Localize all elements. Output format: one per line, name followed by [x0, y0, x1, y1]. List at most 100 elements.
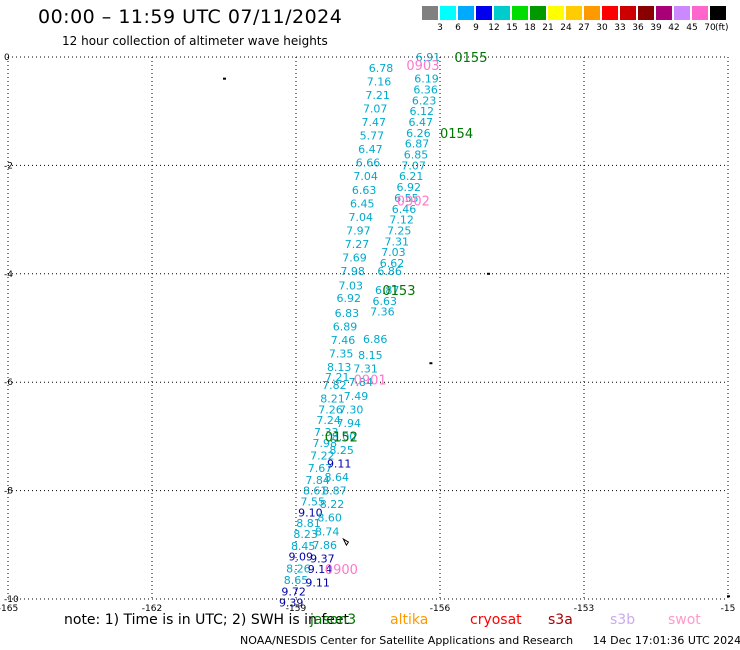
- wave-height-value: 6.12: [410, 105, 435, 118]
- wave-height-value: 7.30: [339, 403, 364, 416]
- wave-height-value: 6.26: [406, 127, 431, 140]
- mission-label-cryosat: cryosat: [470, 612, 522, 628]
- wave-height-value: 6.23: [412, 94, 437, 107]
- wave-height-value: 6.85: [404, 149, 429, 162]
- mission-label-swot: swot: [668, 612, 701, 628]
- y-tick-label: -8: [4, 487, 13, 497]
- wave-height-value: 6.92: [397, 181, 422, 194]
- wave-height-value: 7.84: [349, 376, 374, 389]
- y-tick-label: 0: [4, 53, 10, 63]
- colorbar-swatch: [602, 6, 618, 20]
- wave-height-value: 6.21: [399, 170, 424, 183]
- pass-time-label: 0155: [454, 51, 487, 66]
- wave-height-value: 9.11: [305, 577, 330, 590]
- x-tick-label: -159: [286, 604, 307, 612]
- wave-height-value: 8.64: [325, 471, 350, 484]
- colorbar-swatch: [692, 6, 708, 20]
- wave-height-value: 8.87: [322, 485, 347, 498]
- wave-height-value: 7.35: [329, 347, 354, 360]
- wave-height-value: 6.63: [352, 184, 377, 197]
- wave-height-value: 7.07: [363, 102, 388, 115]
- colorbar-label: 42: [668, 23, 680, 33]
- wave-height-value: 7.94: [337, 417, 362, 430]
- wave-height-value: 7.03: [338, 280, 363, 293]
- island-mark: [429, 362, 433, 365]
- colorbar-label: 18: [524, 23, 536, 33]
- wave-height-value: 7.04: [353, 170, 378, 183]
- wave-height-map: -165-162-159-156-153-150-2-4-6-8-106.787…: [0, 51, 735, 612]
- colorbar-label: 15: [506, 23, 518, 33]
- colorbar-label: 3: [437, 23, 443, 33]
- colorbar-unit: (ft): [715, 23, 729, 33]
- credit-timestamp: 14 Dec 17:01:36 UTC 2024: [592, 634, 740, 647]
- wave-height-value: 7.82: [322, 379, 347, 392]
- wave-height-value: 6.89: [333, 320, 358, 333]
- wave-height-value: 7.31: [385, 235, 410, 248]
- wave-height-value: 6.47: [409, 116, 434, 129]
- wave-height-value: 9.39: [279, 596, 304, 609]
- wave-height-value: 7.49: [344, 390, 369, 403]
- colorbar-swatch: [458, 6, 474, 20]
- wave-height-value: 6.78: [369, 62, 394, 75]
- colorbar-swatch: [584, 6, 600, 20]
- colorbar-swatch: [674, 6, 690, 20]
- island-outline: [342, 537, 350, 547]
- wave-height-value: 8.26: [286, 563, 311, 576]
- y-tick-label: -6: [4, 378, 13, 388]
- wave-height-value: 8.65: [284, 574, 309, 587]
- wave-height-value: 6.63: [373, 295, 398, 308]
- wave-height-value: 8.61: [303, 485, 328, 498]
- wave-height-value: 6.47: [358, 143, 383, 156]
- wave-height-value: 6.86: [377, 265, 402, 278]
- wave-height-value: 7.25: [387, 224, 412, 237]
- wave-height-value: 8.13: [327, 361, 352, 374]
- mission-label-s3b: s3b: [610, 612, 636, 628]
- wave-height-value: 9.10: [298, 506, 323, 519]
- colorbar-swatch: [512, 6, 528, 20]
- wave-height-value: 6.91: [416, 51, 441, 64]
- wave-height-value: 9.37: [310, 552, 335, 565]
- colorbar-label: 27: [578, 23, 590, 33]
- wave-height-value: 5.77: [360, 130, 385, 143]
- wave-height-value: 7.47: [362, 116, 387, 129]
- credit-line: NOAA/NESDIS Center for Satellite Applica…: [240, 634, 740, 647]
- wave-height-value: 7.98: [313, 437, 338, 450]
- wave-height-value: 6.36: [413, 84, 438, 97]
- x-tick-label: -156: [430, 604, 451, 612]
- wave-height-value: 6.62: [380, 257, 405, 270]
- wave-height-value: 6.87: [405, 138, 430, 151]
- mission-label-jason3: jason3: [310, 612, 357, 628]
- pass-time-label: 0900: [325, 563, 358, 578]
- colorbar-swatch: [476, 6, 492, 20]
- wave-height-value: 7.21: [365, 89, 390, 102]
- wave-height-value: 7.84: [305, 474, 330, 487]
- wave-height-value: 7.26: [318, 403, 343, 416]
- colorbar-swatch: [530, 6, 546, 20]
- credit-organization: NOAA/NESDIS Center for Satellite Applica…: [240, 634, 574, 647]
- pass-time-label: 0903: [406, 59, 439, 74]
- x-tick-label: -162: [142, 604, 162, 612]
- wave-height-value: 7.31: [353, 363, 378, 376]
- wave-height-value: 8.25: [329, 444, 354, 457]
- pass-time-label: 0153: [382, 284, 415, 299]
- mission-label-altika: altika: [390, 612, 429, 628]
- wave-height-value: 9.72: [281, 585, 306, 598]
- wave-height-value: 8.23: [293, 528, 318, 541]
- y-tick-label: -10: [4, 595, 19, 605]
- wave-height-value: 7.46: [331, 334, 356, 347]
- wave-height-value: 6.86: [363, 333, 388, 346]
- mission-label-s3a: s3a: [548, 612, 573, 628]
- wave-height-value: 8.21: [320, 392, 345, 405]
- wave-height-value: 7.24: [316, 414, 341, 427]
- wave-height-value: 7.67: [308, 462, 333, 475]
- wave-height-value: 9.09: [289, 551, 314, 564]
- wave-height-value: 6.45: [350, 197, 375, 210]
- wave-height-value: 9.14: [308, 563, 333, 576]
- wave-height-value: 8.45: [291, 540, 316, 553]
- wave-height-value: 7.69: [342, 252, 367, 265]
- wave-height-value: 6.55: [394, 192, 419, 205]
- colorbar-swatch: [638, 6, 654, 20]
- wave-height-value: 7.27: [345, 238, 370, 251]
- island-mark: [727, 595, 730, 598]
- colorbar-swatch: [548, 6, 564, 20]
